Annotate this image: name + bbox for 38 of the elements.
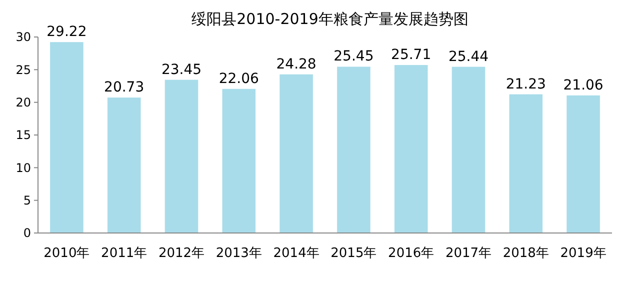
y-tick-label: 5 bbox=[23, 194, 31, 208]
data-label: 20.73 bbox=[104, 80, 144, 96]
data-label: 25.71 bbox=[391, 47, 432, 64]
bar bbox=[164, 80, 198, 233]
chart-title: 绥阳县2010-2019年粮食产量发展趋势图 bbox=[192, 10, 468, 28]
x-tick-label: 2018年 bbox=[502, 246, 549, 261]
x-tick-label: 2010年 bbox=[44, 246, 90, 261]
y-tick-label: 30 bbox=[16, 30, 31, 44]
y-tick-label: 0 bbox=[23, 226, 31, 240]
data-label: 23.45 bbox=[161, 62, 202, 78]
data-label: 21.23 bbox=[506, 76, 546, 92]
y-tick-label: 10 bbox=[16, 160, 31, 175]
bar bbox=[50, 42, 84, 233]
bar bbox=[337, 66, 370, 233]
x-tick-label: 2015年 bbox=[330, 246, 377, 261]
bar bbox=[107, 98, 141, 233]
x-tick-label: 2011年 bbox=[101, 246, 148, 261]
x-tick-label: 2013年 bbox=[216, 246, 262, 261]
data-label: 29.22 bbox=[46, 24, 87, 40]
data-label: 25.44 bbox=[448, 48, 489, 65]
bar bbox=[394, 65, 428, 233]
data-label: 21.06 bbox=[563, 77, 604, 94]
x-tick-label: 2014年 bbox=[273, 246, 320, 261]
data-label: 25.45 bbox=[334, 48, 374, 65]
x-tick-label: 2017年 bbox=[445, 246, 492, 261]
data-label: 24.28 bbox=[276, 56, 316, 72]
bar bbox=[509, 94, 543, 233]
x-tick-label: 2019年 bbox=[560, 246, 606, 261]
y-tick-label: 25 bbox=[16, 62, 31, 77]
bar bbox=[280, 74, 313, 233]
bar bbox=[222, 88, 256, 233]
bar bbox=[452, 66, 486, 233]
y-tick-label: 20 bbox=[16, 96, 31, 110]
x-tick-label: 2012年 bbox=[158, 246, 205, 261]
bar bbox=[566, 95, 600, 233]
data-label: 22.06 bbox=[218, 70, 260, 87]
x-tick-label: 2016年 bbox=[388, 246, 434, 261]
y-tick-label: 15 bbox=[16, 128, 31, 142]
